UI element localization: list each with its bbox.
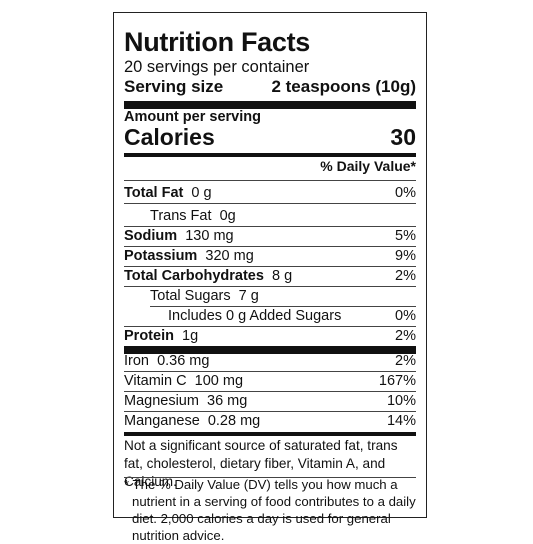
nutrient-dv: 0% [395, 185, 416, 201]
nutrient-row-sodium: Sodium 130 mg 5% [124, 226, 416, 246]
nutrient-name: Protein [124, 328, 174, 344]
servings-per-container: 20 servings per container [124, 58, 310, 76]
nutrient-name: Potassium [124, 248, 198, 264]
nutrient-dv: 5% [395, 228, 416, 244]
nutrient-amount: 8 g [272, 268, 293, 284]
vitamin-amount: 100 mg [194, 373, 244, 389]
medium-divider [124, 432, 416, 436]
divider [124, 266, 416, 267]
nutrient-name: Trans Fat [150, 208, 212, 224]
nutrient-dv: 2% [395, 328, 416, 344]
divider [124, 246, 416, 247]
nutrient-amount: 0 g [191, 185, 212, 201]
nutrition-facts-label: Nutrition Facts 20 servings per containe… [113, 12, 427, 543]
nutrient-dv: 0% [395, 308, 416, 324]
vitamin-row-manganese: Manganese 0.28 mg 14% [124, 411, 416, 431]
divider [124, 180, 416, 181]
nutrient-row-total-carbohydrates: Total Carbohydrates 8 g 2% [124, 266, 416, 286]
divider [124, 477, 416, 478]
divider [150, 306, 416, 307]
amount-per-serving: Amount per serving [124, 109, 261, 125]
nutrient-row-total-sugars: Total Sugars 7 g [150, 286, 416, 306]
vitamin-name: Iron [124, 353, 149, 369]
medium-divider [124, 153, 416, 157]
nutrient-row-trans-fat: Trans Fat 0g [150, 206, 416, 226]
nutrient-row-total-fat: Total Fat 0 g 0% [124, 183, 416, 203]
daily-value-footnote: * The % Daily Value (DV) tells you how m… [124, 477, 416, 543]
daily-value-header: % Daily Value* [320, 158, 416, 174]
vitamin-dv: 10% [386, 393, 416, 409]
divider [124, 371, 416, 372]
nutrient-name: Total Carbohydrates [124, 268, 264, 284]
not-significant-note: Not a significant source of saturated fa… [124, 438, 398, 489]
label-title: Nutrition Facts [124, 27, 311, 57]
thick-divider [124, 101, 416, 109]
nutrient-name: Includes 0 g Added Sugars [168, 308, 342, 324]
divider [124, 203, 416, 204]
nutrient-name: Total Fat [124, 185, 184, 201]
nutrient-row-potassium: Potassium 320 mg 9% [124, 246, 416, 266]
vitamin-dv: 2% [395, 353, 416, 369]
divider [124, 286, 416, 287]
nutrient-row-added-sugars: Includes 0 g Added Sugars 0% [168, 306, 416, 326]
nutrient-name: Sodium [124, 228, 178, 244]
thick-divider [124, 346, 416, 354]
divider [124, 391, 416, 392]
divider [124, 226, 416, 227]
vitamin-row-vitamin-c: Vitamin C 100 mg 167% [124, 371, 416, 391]
vitamin-name: Manganese [124, 413, 200, 429]
vitamin-name: Magnesium [124, 393, 199, 409]
vitamin-row-magnesium: Magnesium 36 mg 10% [124, 391, 416, 411]
vitamin-amount: 0.36 mg [157, 353, 210, 369]
divider [124, 411, 416, 412]
serving-size-label: Serving size [124, 77, 224, 96]
calories-row: Calories 30 [124, 124, 416, 151]
nutrient-name: Total Sugars [150, 288, 231, 304]
nutrient-amount: 320 mg [205, 248, 254, 264]
nutrient-amount: 0g [219, 208, 236, 224]
serving-size-row: Serving size 2 teaspoons (10g) [124, 77, 416, 97]
serving-size-value: 2 teaspoons (10g) [271, 77, 416, 96]
vitamin-amount: 36 mg [207, 393, 248, 409]
calories-value: 30 [390, 124, 416, 150]
nutrient-dv: 9% [395, 248, 416, 264]
nutrient-dv: 2% [395, 268, 416, 284]
vitamin-dv: 167% [378, 373, 416, 389]
vitamin-name: Vitamin C [124, 373, 187, 389]
vitamin-amount: 0.28 mg [207, 413, 261, 429]
nutrient-row-protein: Protein 1g 2% [124, 326, 416, 346]
vitamin-row-iron: Iron 0.36 mg 2% [124, 351, 416, 371]
nutrient-amount: 7 g [238, 288, 259, 304]
nutrient-amount: 130 mg [185, 228, 234, 244]
nutrient-amount: 1g [182, 328, 199, 344]
calories-label: Calories [124, 124, 215, 150]
divider [124, 326, 416, 327]
vitamin-dv: 14% [386, 413, 416, 429]
